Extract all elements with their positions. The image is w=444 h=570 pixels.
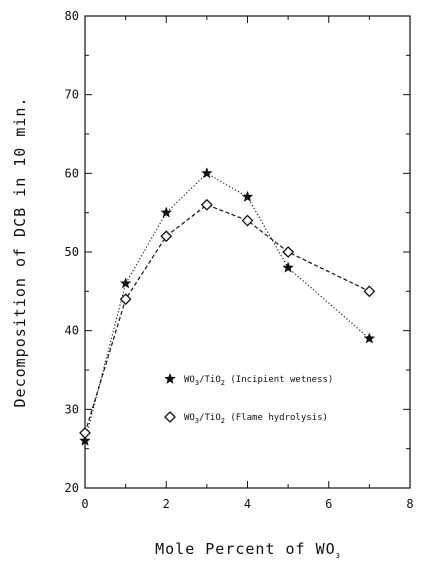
x-tick-label: 4 bbox=[244, 497, 251, 511]
data-point-star bbox=[160, 206, 173, 218]
series-line-star bbox=[84, 172, 370, 441]
data-point-star bbox=[119, 277, 132, 289]
data-point-diamond bbox=[79, 427, 91, 439]
y-tick-label: 60 bbox=[65, 166, 79, 180]
data-point-diamond bbox=[200, 198, 213, 211]
legend-label-flame-hydrolysis: WO3/TiO2 (Flame hydrolysis) bbox=[184, 413, 328, 425]
legend: WO3/TiO2 (Incipient wetness) WO3/TiO2 (F… bbox=[164, 372, 333, 425]
data-point-diamond bbox=[282, 246, 295, 258]
x-axis-title: Mole Percent of WO3 bbox=[155, 540, 341, 560]
data-point-star bbox=[363, 332, 376, 344]
legend-marker-star bbox=[164, 372, 176, 385]
data-point-diamond bbox=[119, 293, 132, 306]
data-point-diamond bbox=[363, 285, 376, 298]
y-tick-label: 80 bbox=[65, 9, 79, 23]
x-tick-label: 6 bbox=[325, 497, 332, 511]
y-tick-label: 30 bbox=[65, 402, 79, 416]
data-point-diamond bbox=[241, 214, 254, 227]
data-point-star bbox=[282, 261, 295, 273]
y-tick-label: 50 bbox=[65, 245, 79, 259]
legend-star-icon bbox=[164, 372, 176, 385]
series-star bbox=[79, 167, 376, 446]
y-tick-label: 20 bbox=[65, 481, 79, 495]
data-point-star bbox=[79, 434, 91, 446]
legend-marker-diamond bbox=[164, 411, 176, 423]
y-tick-label: 70 bbox=[65, 88, 79, 102]
x-tick-label: 8 bbox=[406, 497, 413, 511]
axis-ticks bbox=[84, 15, 411, 489]
data-point-star bbox=[200, 167, 213, 179]
y-axis-title: Decomposition of DCB in 10 min. bbox=[11, 97, 29, 408]
x-tick-label: 0 bbox=[81, 497, 88, 511]
series-diamond bbox=[79, 198, 376, 439]
tick-labels: 0 2 4 6 8 20 30 40 50 60 70 80 bbox=[65, 9, 414, 511]
data-point-star bbox=[241, 190, 254, 202]
x-tick-label: 2 bbox=[163, 497, 170, 511]
legend-label-incipient-wetness: WO3/TiO2 (Incipient wetness) bbox=[184, 375, 333, 387]
series-layer bbox=[79, 167, 376, 446]
y-tick-label: 40 bbox=[65, 324, 79, 338]
data-point-diamond bbox=[160, 230, 173, 243]
legend-diamond-icon bbox=[164, 411, 176, 423]
series-line-diamond bbox=[84, 204, 370, 434]
